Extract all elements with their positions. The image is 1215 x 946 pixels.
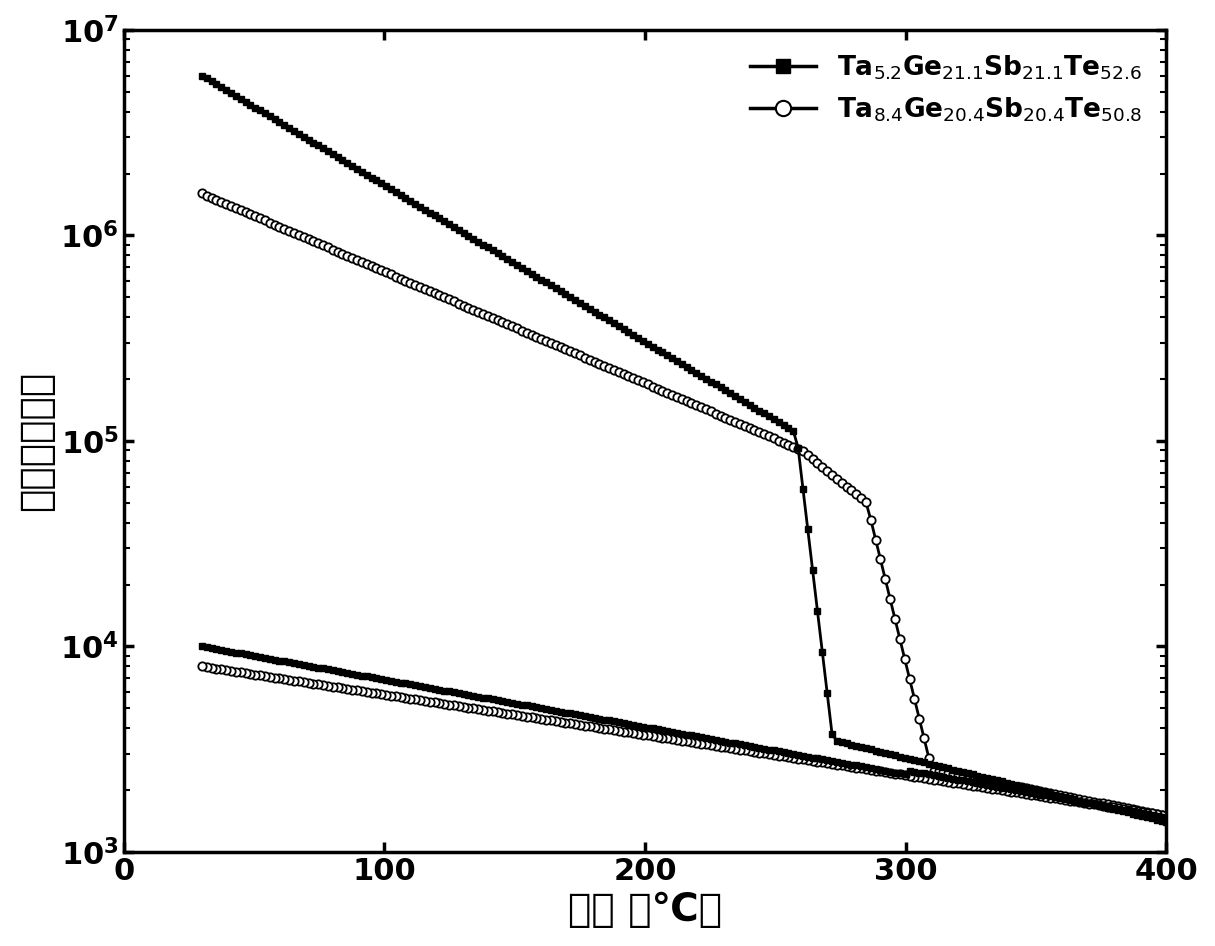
Legend: Ta$_{5.2}$Ge$_{21.1}$Sb$_{21.1}$Te$_{52.6}$, Ta$_{8.4}$Ge$_{20.4}$Sb$_{20.4}$Te$: Ta$_{5.2}$Ge$_{21.1}$Sb$_{21.1}$Te$_{52.… [740,44,1153,134]
X-axis label: 温度 （℃）: 温度 （℃） [569,891,722,929]
Y-axis label: 电阻（欧姆）: 电阻（欧姆） [17,371,55,511]
